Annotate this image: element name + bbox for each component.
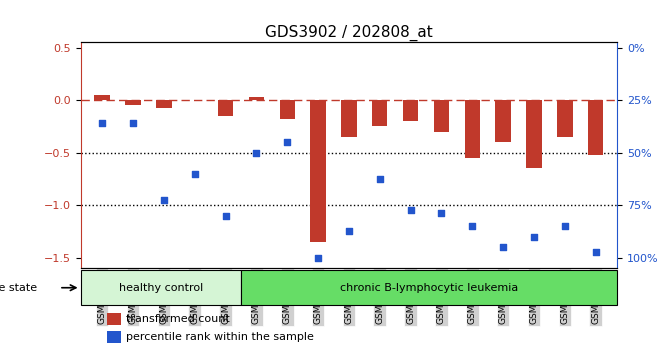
Point: [313, 255, 323, 260]
Text: transformed count: transformed count: [126, 314, 230, 324]
Bar: [218, 100, 234, 116]
Bar: [588, 100, 603, 155]
Bar: [107, 313, 121, 325]
Bar: [125, 100, 141, 105]
Bar: [342, 100, 356, 137]
FancyBboxPatch shape: [81, 270, 241, 306]
Point: [189, 171, 200, 176]
Bar: [107, 331, 121, 343]
Point: [127, 120, 138, 126]
Bar: [557, 100, 572, 137]
Title: GDS3902 / 202808_at: GDS3902 / 202808_at: [265, 25, 433, 41]
Point: [282, 139, 293, 145]
Bar: [311, 100, 326, 242]
Text: percentile rank within the sample: percentile rank within the sample: [126, 332, 314, 342]
Point: [374, 176, 385, 182]
Bar: [464, 100, 480, 158]
Point: [405, 207, 416, 213]
Bar: [95, 95, 110, 100]
Bar: [372, 100, 387, 126]
Text: chronic B-lymphocytic leukemia: chronic B-lymphocytic leukemia: [340, 283, 518, 293]
FancyBboxPatch shape: [241, 270, 617, 306]
Point: [158, 197, 169, 202]
Point: [590, 250, 601, 255]
Bar: [495, 100, 511, 142]
Point: [436, 211, 447, 216]
Text: disease state: disease state: [0, 283, 38, 293]
Point: [220, 213, 231, 218]
Text: healthy control: healthy control: [119, 283, 203, 293]
Bar: [526, 100, 541, 169]
Point: [467, 223, 478, 229]
Point: [529, 234, 539, 239]
Bar: [156, 100, 172, 108]
Point: [560, 223, 570, 229]
Bar: [249, 97, 264, 100]
Point: [344, 228, 354, 234]
Bar: [403, 100, 418, 121]
Point: [498, 244, 509, 250]
Point: [97, 120, 107, 126]
Bar: [280, 100, 295, 119]
Bar: [433, 100, 449, 132]
Point: [251, 150, 262, 155]
